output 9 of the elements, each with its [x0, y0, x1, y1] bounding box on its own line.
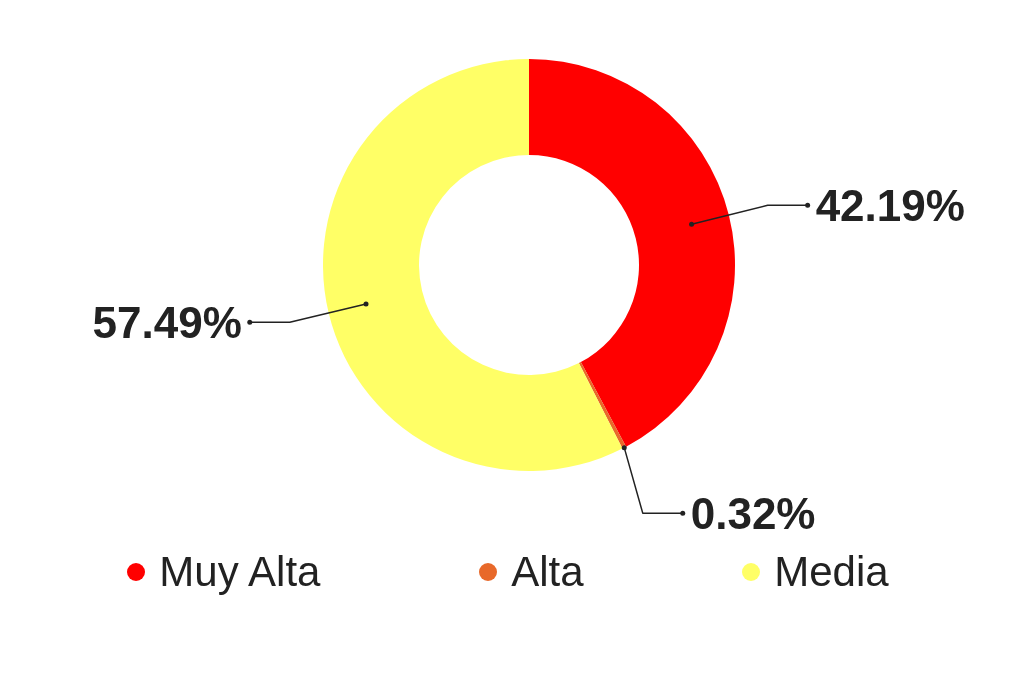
- legend-label: Muy Alta: [159, 548, 321, 596]
- data-label: 42.19%: [815, 180, 965, 230]
- legend-label: Alta: [511, 548, 584, 596]
- data-label: 57.49%: [92, 297, 242, 347]
- donut-slice: [529, 59, 735, 447]
- legend-label: Media: [774, 548, 889, 596]
- donut-slice: [578, 362, 627, 449]
- donut-slice: [323, 59, 623, 471]
- data-label: 0.32%: [690, 488, 816, 538]
